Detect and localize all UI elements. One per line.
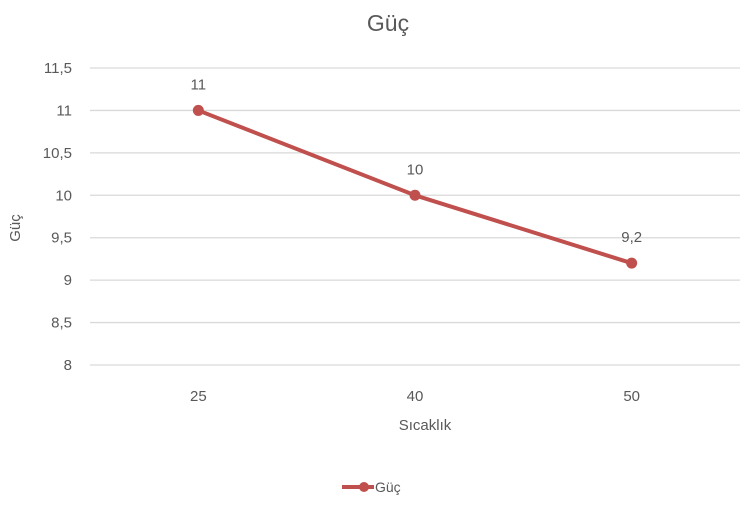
y-tick-label: 11,5 [44, 60, 72, 77]
y-tick-label: 10 [55, 187, 72, 204]
legend: Güç [342, 479, 401, 495]
y-tick-label: 8 [64, 357, 72, 374]
y-axis-tick-labels: 8 8,5 9 9,5 10 10,5 11 11,5 [43, 60, 72, 374]
chart-title: Güç [367, 10, 409, 36]
series-line [196, 108, 634, 266]
y-tick-label: 11 [56, 102, 72, 119]
data-label: 10 [407, 161, 424, 178]
gridlines [90, 67, 740, 366]
legend-point-marker [359, 482, 369, 492]
y-axis-title: Güç [7, 214, 24, 242]
x-tick-label: 25 [190, 388, 207, 405]
data-point [626, 257, 638, 269]
x-tick-label: 40 [407, 388, 424, 405]
y-tick-label: 8,5 [51, 315, 72, 332]
data-point [192, 104, 204, 116]
data-label: 9,2 [621, 229, 642, 246]
data-point [409, 189, 421, 201]
data-labels: 11 10 9,2 [191, 76, 643, 246]
data-label: 11 [191, 76, 207, 93]
legend-label: Güç [375, 479, 401, 495]
x-axis-tick-labels: 25 40 50 [190, 388, 640, 405]
y-tick-label: 9,5 [51, 230, 72, 247]
x-tick-label: 50 [623, 388, 640, 405]
x-axis-title: Sıcaklık [399, 417, 452, 434]
y-tick-label: 9 [64, 272, 72, 289]
series-layer [192, 104, 638, 269]
y-tick-label: 10,5 [43, 145, 72, 162]
